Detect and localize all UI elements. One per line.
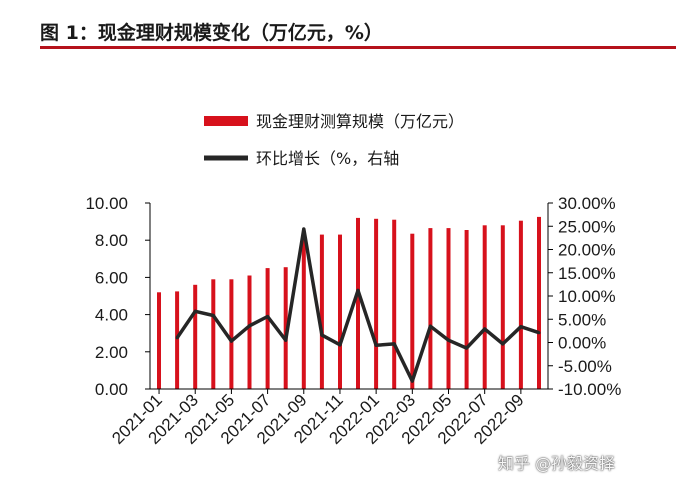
bar — [211, 279, 216, 389]
growth-point — [428, 324, 432, 328]
left-tick-label: 2.00 — [95, 343, 128, 362]
growth-point — [465, 346, 469, 350]
right-tick-label: 30.00% — [558, 194, 616, 213]
bar-series — [157, 216, 541, 389]
growth-point — [483, 327, 487, 331]
axes — [149, 203, 549, 390]
growth-point — [193, 309, 197, 313]
bar — [283, 267, 288, 389]
growth-point — [284, 338, 288, 342]
bar — [193, 284, 198, 389]
growth-point — [338, 343, 342, 347]
figure-title: 图 1：现金理财规模变化（万亿元，%） — [40, 22, 383, 44]
growth-point — [501, 342, 505, 346]
title-divider — [40, 46, 676, 49]
left-axis-ticks: 0.00 2.00 4.00 6.00 8.00 10.00 — [85, 194, 150, 399]
growth-point — [519, 325, 523, 329]
bar — [446, 228, 451, 389]
bar — [247, 275, 252, 389]
bar — [356, 217, 360, 389]
bar — [410, 233, 415, 389]
bar — [338, 234, 342, 389]
bar — [301, 236, 306, 389]
left-tick-label: 10.00 — [85, 194, 128, 213]
bar — [157, 292, 161, 389]
growth-point — [392, 342, 396, 346]
bar — [428, 228, 433, 389]
growth-point — [410, 379, 414, 383]
left-tick-label: 8.00 — [95, 231, 128, 250]
bar — [229, 279, 234, 389]
right-tick-label: 20.00% — [558, 241, 616, 260]
bar — [374, 218, 379, 389]
bar — [265, 268, 270, 389]
bar — [518, 220, 523, 389]
growth-point — [447, 338, 450, 342]
bar — [392, 219, 397, 389]
right-tick-label: 10.00% — [558, 287, 616, 306]
legend-bar-swatch — [204, 116, 248, 126]
growth-point — [356, 288, 360, 292]
growth-point — [537, 331, 541, 335]
right-tick-label: -10.00% — [558, 380, 621, 399]
legend-label-line: 环比增长（%，右轴 — [256, 149, 399, 168]
left-tick-label: 4.00 — [95, 306, 128, 325]
right-tick-label: 25.00% — [558, 217, 616, 236]
growth-point — [175, 336, 179, 340]
growth-point — [266, 315, 270, 318]
growth-point — [248, 324, 251, 328]
left-tick-label: 0.00 — [95, 380, 128, 399]
left-tick-label: 6.00 — [95, 268, 128, 287]
legend-label-bar: 现金理财测算规模（万亿元） — [256, 112, 464, 131]
bar — [537, 216, 541, 389]
right-tick-label: 5.00% — [558, 310, 606, 329]
growth-point — [211, 314, 215, 317]
line-series — [175, 227, 541, 383]
right-tick-label: 0.00% — [558, 334, 606, 353]
right-tick-label: -5.00% — [558, 357, 612, 376]
x-axis-ticks: 2021-012021-032021-052021-072021-092021-… — [108, 389, 528, 448]
bar — [500, 225, 505, 389]
watermark: 知乎 @孙毅资择 — [498, 454, 616, 473]
bar — [482, 225, 487, 389]
legend: 现金理财测算规模（万亿元） 环比增长（%，右轴 — [204, 112, 464, 168]
growth-point — [320, 333, 324, 337]
bar — [175, 291, 180, 389]
right-tick-label: 15.00% — [558, 264, 616, 283]
right-axis-ticks: -10.00% -5.00% 0.00% 5.00% 10.00% 15.00% 20.00… — [548, 194, 621, 399]
bar — [319, 234, 324, 389]
growth-point — [374, 343, 378, 347]
growth-point — [229, 339, 233, 343]
growth-point — [302, 227, 306, 231]
bar — [464, 230, 469, 389]
